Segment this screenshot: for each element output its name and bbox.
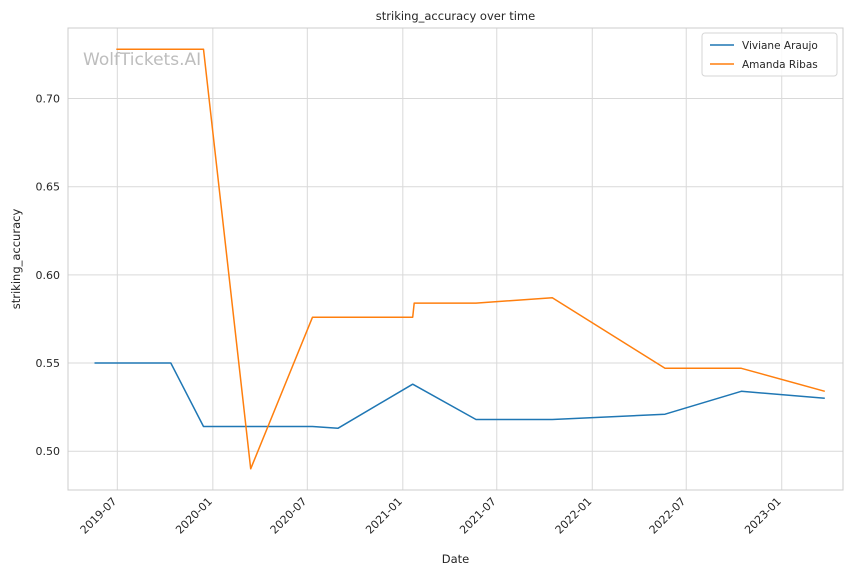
x-axis-label: Date xyxy=(442,552,470,566)
x-tick-label: 2021-01 xyxy=(363,495,405,537)
x-tick-label: 2022-01 xyxy=(553,495,595,537)
x-tick-label: 2021-07 xyxy=(457,495,499,537)
y-tick-label: 0.55 xyxy=(36,357,61,370)
series-layer xyxy=(94,48,825,470)
y-tick-label: 0.60 xyxy=(36,269,61,282)
series-line-viviane-araujo xyxy=(94,362,825,430)
plot-background xyxy=(68,28,843,490)
x-tick-label: 2020-07 xyxy=(268,495,310,537)
y-axis-label: striking_accuracy xyxy=(9,209,23,310)
y-tick-label: 0.50 xyxy=(36,445,61,458)
x-tick-label: 2023-01 xyxy=(742,495,784,537)
series-line-amanda-ribas xyxy=(116,48,825,470)
chart-title: striking_accuracy over time xyxy=(376,9,535,23)
y-tick-label: 0.70 xyxy=(36,93,61,106)
watermark: WolfTickets.AI xyxy=(83,50,201,70)
grid xyxy=(68,28,843,490)
legend-box xyxy=(701,32,838,77)
x-tick-label: 2020-01 xyxy=(173,495,215,537)
x-tick-label: 2022-07 xyxy=(647,495,689,537)
plot-frame xyxy=(67,27,844,491)
legend-label-amanda-ribas: Amanda Ribas xyxy=(742,59,818,71)
x-axis: 2019-07 2020-01 2020-07 2021-01 2021-07 2022-… xyxy=(78,495,784,537)
legend: Viviane Araujo Amanda Ribas xyxy=(701,32,838,77)
y-tick-label: 0.65 xyxy=(36,181,61,194)
x-tick-label: 2019-07 xyxy=(78,495,120,537)
legend-label-viviane-araujo: Viviane Araujo xyxy=(742,40,818,52)
y-axis: 0.50 0.55 0.60 0.65 0.70 xyxy=(36,93,61,459)
